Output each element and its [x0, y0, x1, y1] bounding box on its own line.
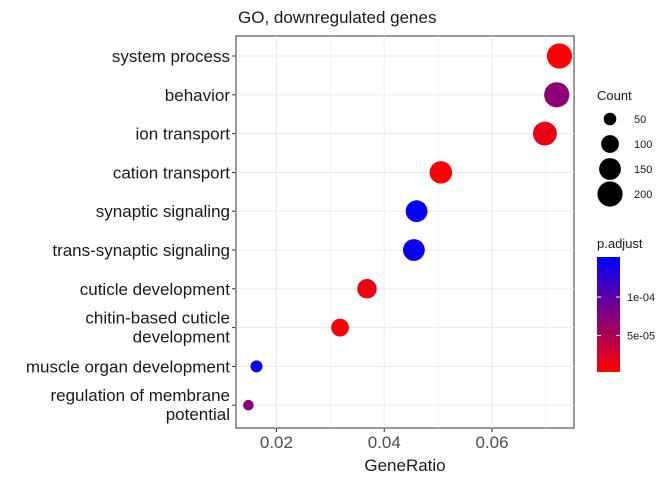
grid [236, 36, 574, 428]
size-legend: Count 50 100 150 200 [597, 88, 652, 207]
y-tick-label: cation transport [113, 163, 230, 182]
color-legend: p.adjust 1e-04 5e-05 [597, 236, 655, 372]
data-point [243, 399, 254, 411]
data-point [402, 239, 425, 261]
x-axis: 0.02 0.04 0.06 [260, 428, 509, 452]
size-legend-key [601, 135, 619, 153]
data-point [331, 318, 349, 337]
data-point [250, 360, 263, 373]
data-point [405, 200, 428, 223]
data-point [357, 279, 377, 299]
y-tick-label: muscle organ development [26, 357, 230, 376]
color-legend-title: p.adjust [597, 236, 643, 251]
y-tick-label: chitin-based cuticle development [85, 309, 230, 347]
data-point [429, 161, 453, 184]
x-tick-label: 0.04 [368, 433, 401, 452]
size-legend-key [597, 181, 623, 207]
y-tick-label: ion transport [136, 125, 231, 144]
x-tick-label: 0.02 [260, 433, 293, 452]
size-legend-label: 50 [634, 114, 646, 126]
y-tick-label: cuticle development [80, 280, 231, 299]
plot-panel [235, 35, 575, 429]
color-legend-label: 1e-04 [627, 292, 655, 304]
size-legend-label: 150 [634, 164, 652, 176]
color-legend-bar [597, 257, 620, 372]
data-point [546, 43, 573, 69]
size-legend-key [599, 158, 621, 180]
data-point [532, 121, 557, 146]
data-point [544, 82, 570, 108]
data-points [243, 43, 573, 411]
y-tick-label: synaptic signaling [96, 202, 230, 221]
y-tick-label: system process [112, 47, 230, 66]
x-tick-label: 0.06 [476, 433, 509, 452]
x-axis-label: GeneRatio [364, 456, 445, 475]
chart-title: GO, downregulated genes [238, 8, 436, 27]
y-axis: system process behavior ion transport catio… [26, 47, 236, 424]
color-legend-label: 5e-05 [627, 330, 655, 342]
y-tick-label: trans-synaptic signaling [52, 241, 230, 260]
size-legend-key [603, 112, 617, 126]
size-legend-label: 100 [634, 139, 652, 151]
y-tick-label: regulation of membrane potential [50, 386, 230, 424]
size-legend-title: Count [597, 88, 632, 103]
size-legend-label: 200 [634, 189, 652, 201]
y-tick-label: behavior [165, 86, 231, 105]
